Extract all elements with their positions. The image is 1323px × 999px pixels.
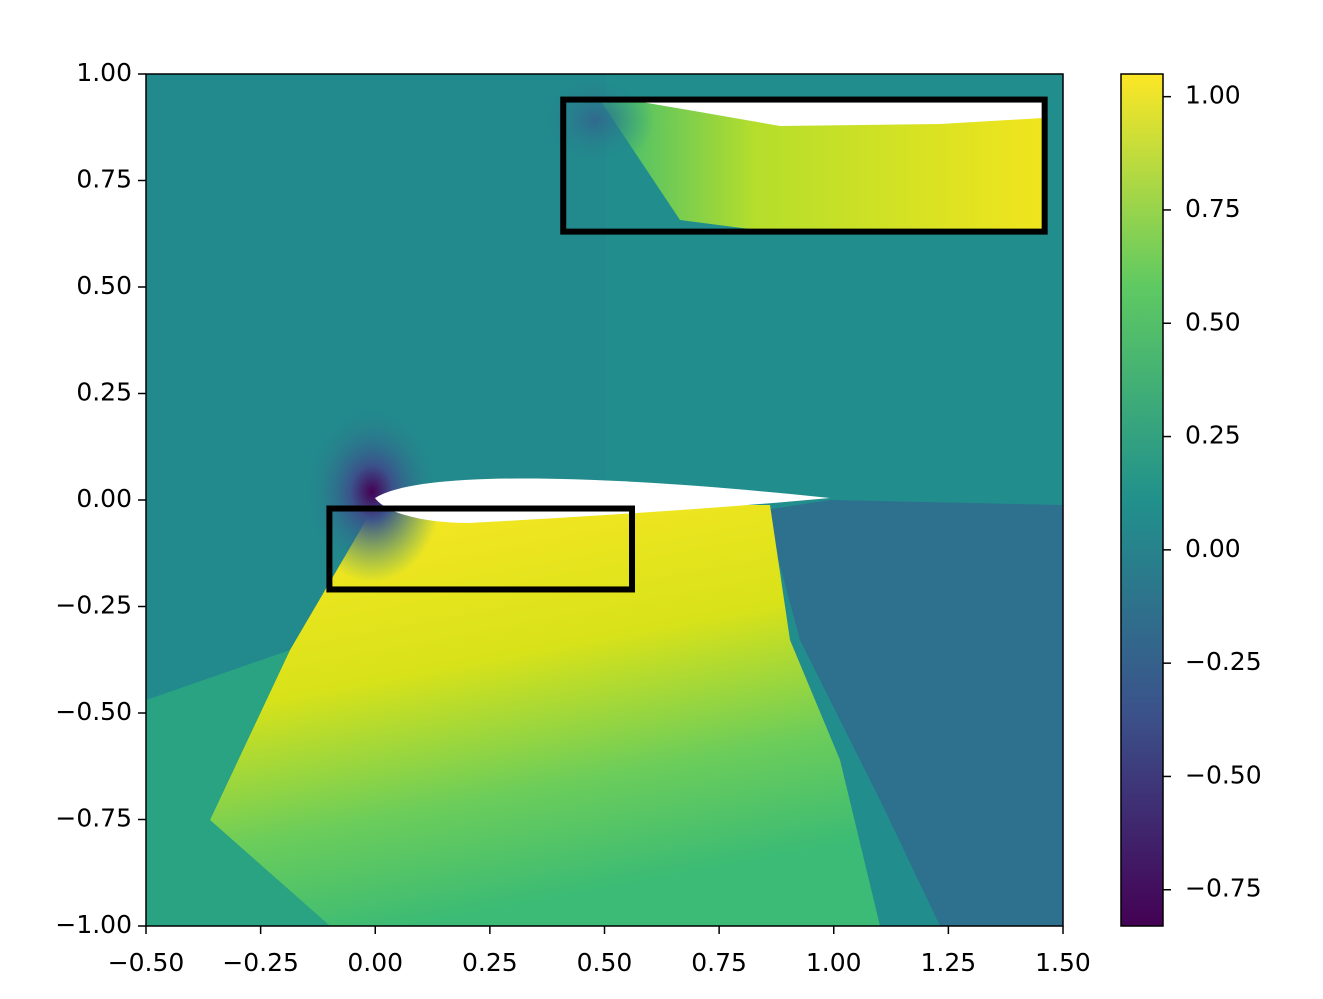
y-tick-label: 0.50	[76, 271, 132, 300]
x-tick-label: 0.50	[577, 948, 633, 977]
colorbar-tick-label: −0.25	[1185, 647, 1262, 676]
colorbar-tick-label: 0.50	[1185, 307, 1241, 336]
colorbar-tick-label: 1.00	[1185, 81, 1241, 110]
x-tick-label: 1.00	[806, 948, 862, 977]
colorbar-tick-label: 0.25	[1185, 421, 1241, 450]
y-tick-label: 0.75	[76, 165, 132, 194]
x-tick-label: 0.00	[347, 948, 403, 977]
y-tick-label: 0.00	[76, 484, 132, 513]
y-tick-label: −1.00	[55, 910, 132, 939]
colorbar	[1120, 73, 1164, 927]
x-tick-label: −0.25	[222, 948, 299, 977]
y-tick-label: −0.25	[55, 591, 132, 620]
x-tick-label: 0.25	[462, 948, 518, 977]
x-tick-label: 1.50	[1035, 948, 1091, 977]
y-tick-label: 1.00	[76, 58, 132, 87]
y-tick-label: −0.50	[55, 697, 132, 726]
colorbar-tick-label: −0.50	[1185, 760, 1262, 789]
y-tick-label: −0.75	[55, 804, 132, 833]
colorbar-tick-label: 0.75	[1185, 194, 1241, 223]
colorbar-tick-label: −0.75	[1185, 874, 1262, 903]
x-tick-label: −0.50	[108, 948, 185, 977]
x-tick-label: 1.25	[921, 948, 977, 977]
x-tick-label: 0.75	[691, 948, 747, 977]
field	[146, 74, 1063, 926]
highlight-box	[326, 505, 636, 593]
y-tick-label: 0.25	[76, 378, 132, 407]
highlight-box	[560, 96, 1048, 235]
colorbar-tick-label: 0.00	[1185, 534, 1241, 563]
